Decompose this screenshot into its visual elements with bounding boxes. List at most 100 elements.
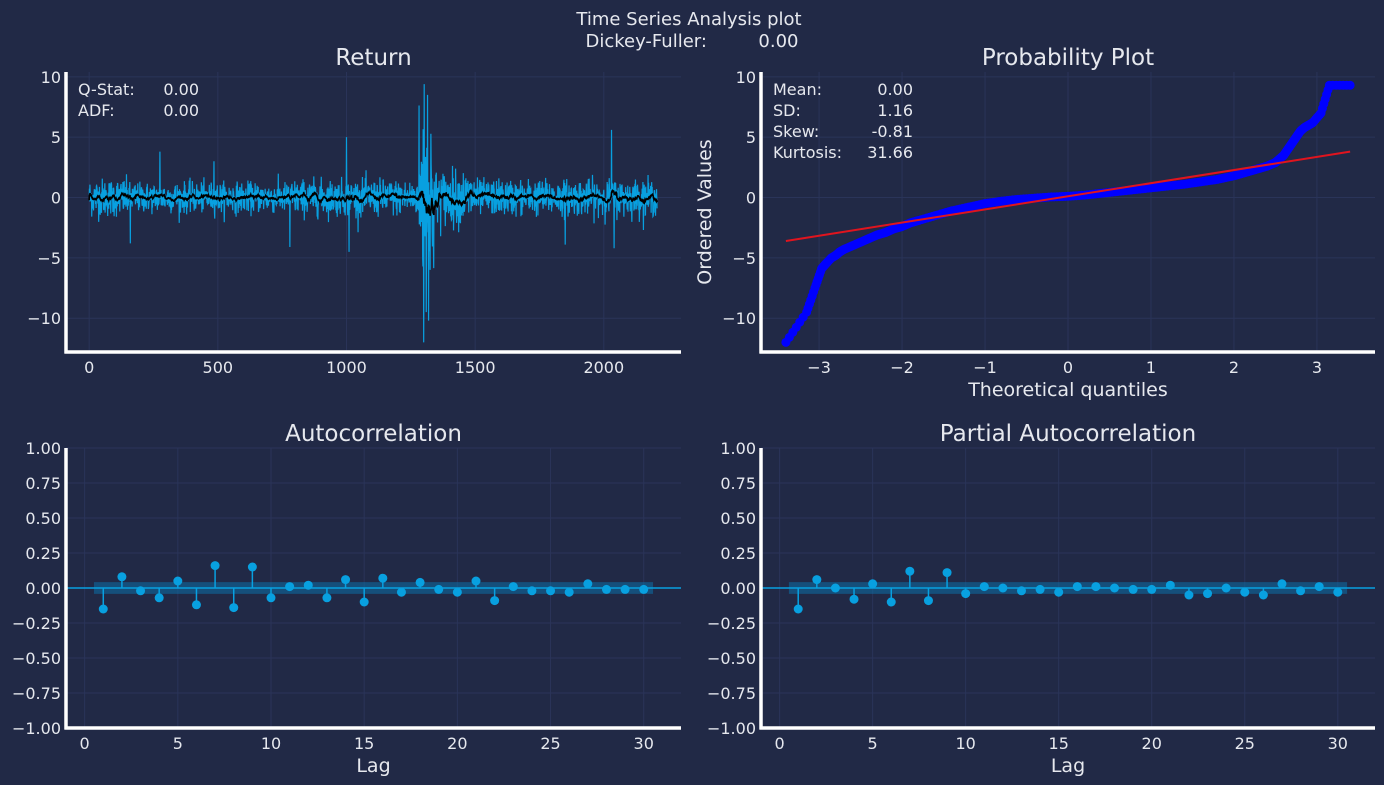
stem-marker bbox=[1016, 586, 1026, 596]
plot-area bbox=[761, 566, 1375, 614]
y-tick-label: 0.25 bbox=[720, 544, 756, 563]
stem-marker bbox=[905, 566, 915, 576]
stem-marker bbox=[979, 582, 989, 592]
stem-marker bbox=[434, 584, 444, 594]
x-tick-label: 1 bbox=[1146, 358, 1156, 377]
stem-marker bbox=[98, 604, 108, 614]
y-axis-label: Ordered Values bbox=[694, 139, 716, 284]
stats-annotation: Q-Stat: 0.00 ADF: 0.00 bbox=[78, 80, 199, 120]
y-tick-label: −0.75 bbox=[12, 684, 61, 703]
x-tick-label: 30 bbox=[634, 734, 654, 753]
y-tick-label: 10 bbox=[41, 68, 61, 87]
stem-marker bbox=[471, 576, 481, 586]
stem-marker bbox=[1258, 590, 1268, 600]
x-tick-label: −3 bbox=[807, 358, 831, 377]
stem-marker bbox=[136, 586, 146, 596]
x-tick-label: 5 bbox=[173, 734, 183, 753]
x-tick-label: 3 bbox=[1312, 358, 1322, 377]
stem-marker bbox=[1165, 580, 1175, 590]
stem-marker bbox=[1184, 590, 1194, 600]
stem-marker bbox=[849, 594, 859, 604]
probability-plot-panel: Probability Plot−3 −2 −1 0 1 2 3−10−50510Theor… bbox=[694, 45, 1375, 401]
stem-marker bbox=[1333, 587, 1343, 597]
y-tick-label: 0.50 bbox=[720, 509, 756, 528]
x-tick-label: 5 bbox=[868, 734, 878, 753]
stat-value: 0.00 bbox=[163, 80, 199, 99]
y-tick-label: −0.25 bbox=[707, 614, 756, 633]
stem-marker bbox=[620, 584, 630, 594]
x-tick-label: 10 bbox=[955, 734, 975, 753]
y-tick-label: −10 bbox=[27, 309, 61, 328]
y-tick-label: 0.25 bbox=[25, 544, 61, 563]
y-tick-label: 0.75 bbox=[720, 474, 756, 493]
stem-marker bbox=[285, 582, 295, 592]
y-tick-label: −1.00 bbox=[12, 719, 61, 738]
stem-marker bbox=[1147, 584, 1157, 594]
y-tick-label: −1.00 bbox=[707, 719, 756, 738]
x-tick-label: 15 bbox=[1049, 734, 1069, 753]
qq-fit-line bbox=[785, 150, 1351, 242]
x-axis-label: Lag bbox=[356, 755, 390, 777]
x-tick-label: 20 bbox=[1142, 734, 1162, 753]
y-tick-label: 5 bbox=[746, 128, 756, 147]
panel-title: Return bbox=[335, 45, 411, 71]
panel-title: Autocorrelation bbox=[285, 421, 462, 447]
stem-marker bbox=[812, 575, 822, 585]
stat-value: 31.66 bbox=[867, 143, 913, 162]
y-tick-label: −5 bbox=[732, 249, 756, 268]
plot-area bbox=[781, 80, 1355, 347]
stem-marker bbox=[303, 580, 313, 590]
x-tick-label: −1 bbox=[973, 358, 997, 377]
rolling-mean-line bbox=[88, 188, 658, 216]
y-tick-label: 10 bbox=[736, 68, 756, 87]
stem-marker bbox=[1296, 586, 1306, 596]
qq-point bbox=[1345, 80, 1355, 90]
stem-marker bbox=[247, 562, 257, 572]
stem-marker bbox=[173, 576, 183, 586]
y-tick-label: 1.00 bbox=[720, 439, 756, 458]
stem-marker bbox=[1240, 587, 1250, 597]
stem-marker bbox=[1072, 582, 1082, 592]
stem-marker bbox=[886, 597, 896, 607]
stem-marker bbox=[322, 593, 332, 603]
stat-value: -0.81 bbox=[872, 122, 913, 141]
x-tick-label: 1500 bbox=[455, 358, 496, 377]
stem-marker bbox=[1203, 589, 1213, 599]
stem-marker bbox=[1054, 587, 1064, 597]
stem-marker bbox=[1110, 583, 1120, 593]
stem-marker bbox=[639, 584, 649, 594]
x-tick-label: 500 bbox=[203, 358, 234, 377]
y-tick-label: 0 bbox=[746, 189, 756, 208]
stem-marker bbox=[1035, 584, 1045, 594]
x-tick-label: 1000 bbox=[326, 358, 367, 377]
stem-marker bbox=[359, 597, 369, 607]
stem-marker bbox=[341, 575, 351, 585]
stem-marker bbox=[583, 579, 593, 589]
y-tick-label: −10 bbox=[722, 309, 756, 328]
figure-subtitle: Dickey-Fuller: 0.00 bbox=[585, 31, 798, 52]
stem-marker bbox=[1221, 583, 1231, 593]
stem-marker bbox=[564, 587, 574, 597]
plot-area bbox=[66, 561, 681, 614]
x-tick-label: 0 bbox=[775, 734, 785, 753]
stem-marker bbox=[266, 593, 276, 603]
stem-marker bbox=[1091, 582, 1101, 592]
return-panel: Return 0 500 1000 1500 2000 −10 −5 0 5 10 Q-Stat: 0.… bbox=[27, 45, 681, 377]
stem-marker bbox=[546, 586, 556, 596]
stem-marker bbox=[923, 596, 933, 606]
stem-marker bbox=[154, 593, 164, 603]
figure-title: Time Series Analysis plot bbox=[575, 9, 801, 30]
stem-marker bbox=[117, 572, 127, 582]
x-tick-label: 25 bbox=[540, 734, 560, 753]
stat-label: ADF: bbox=[78, 101, 115, 120]
stem-marker bbox=[942, 568, 952, 578]
stem-marker bbox=[1314, 582, 1324, 592]
y-tick-label: 0 bbox=[51, 189, 61, 208]
grid bbox=[66, 72, 681, 352]
stem-marker bbox=[793, 604, 803, 614]
stem-marker bbox=[961, 589, 971, 599]
stem-marker bbox=[527, 586, 537, 596]
x-tick-label: 0 bbox=[80, 734, 90, 753]
stem-marker bbox=[191, 600, 201, 610]
x-tick-label: 20 bbox=[447, 734, 467, 753]
